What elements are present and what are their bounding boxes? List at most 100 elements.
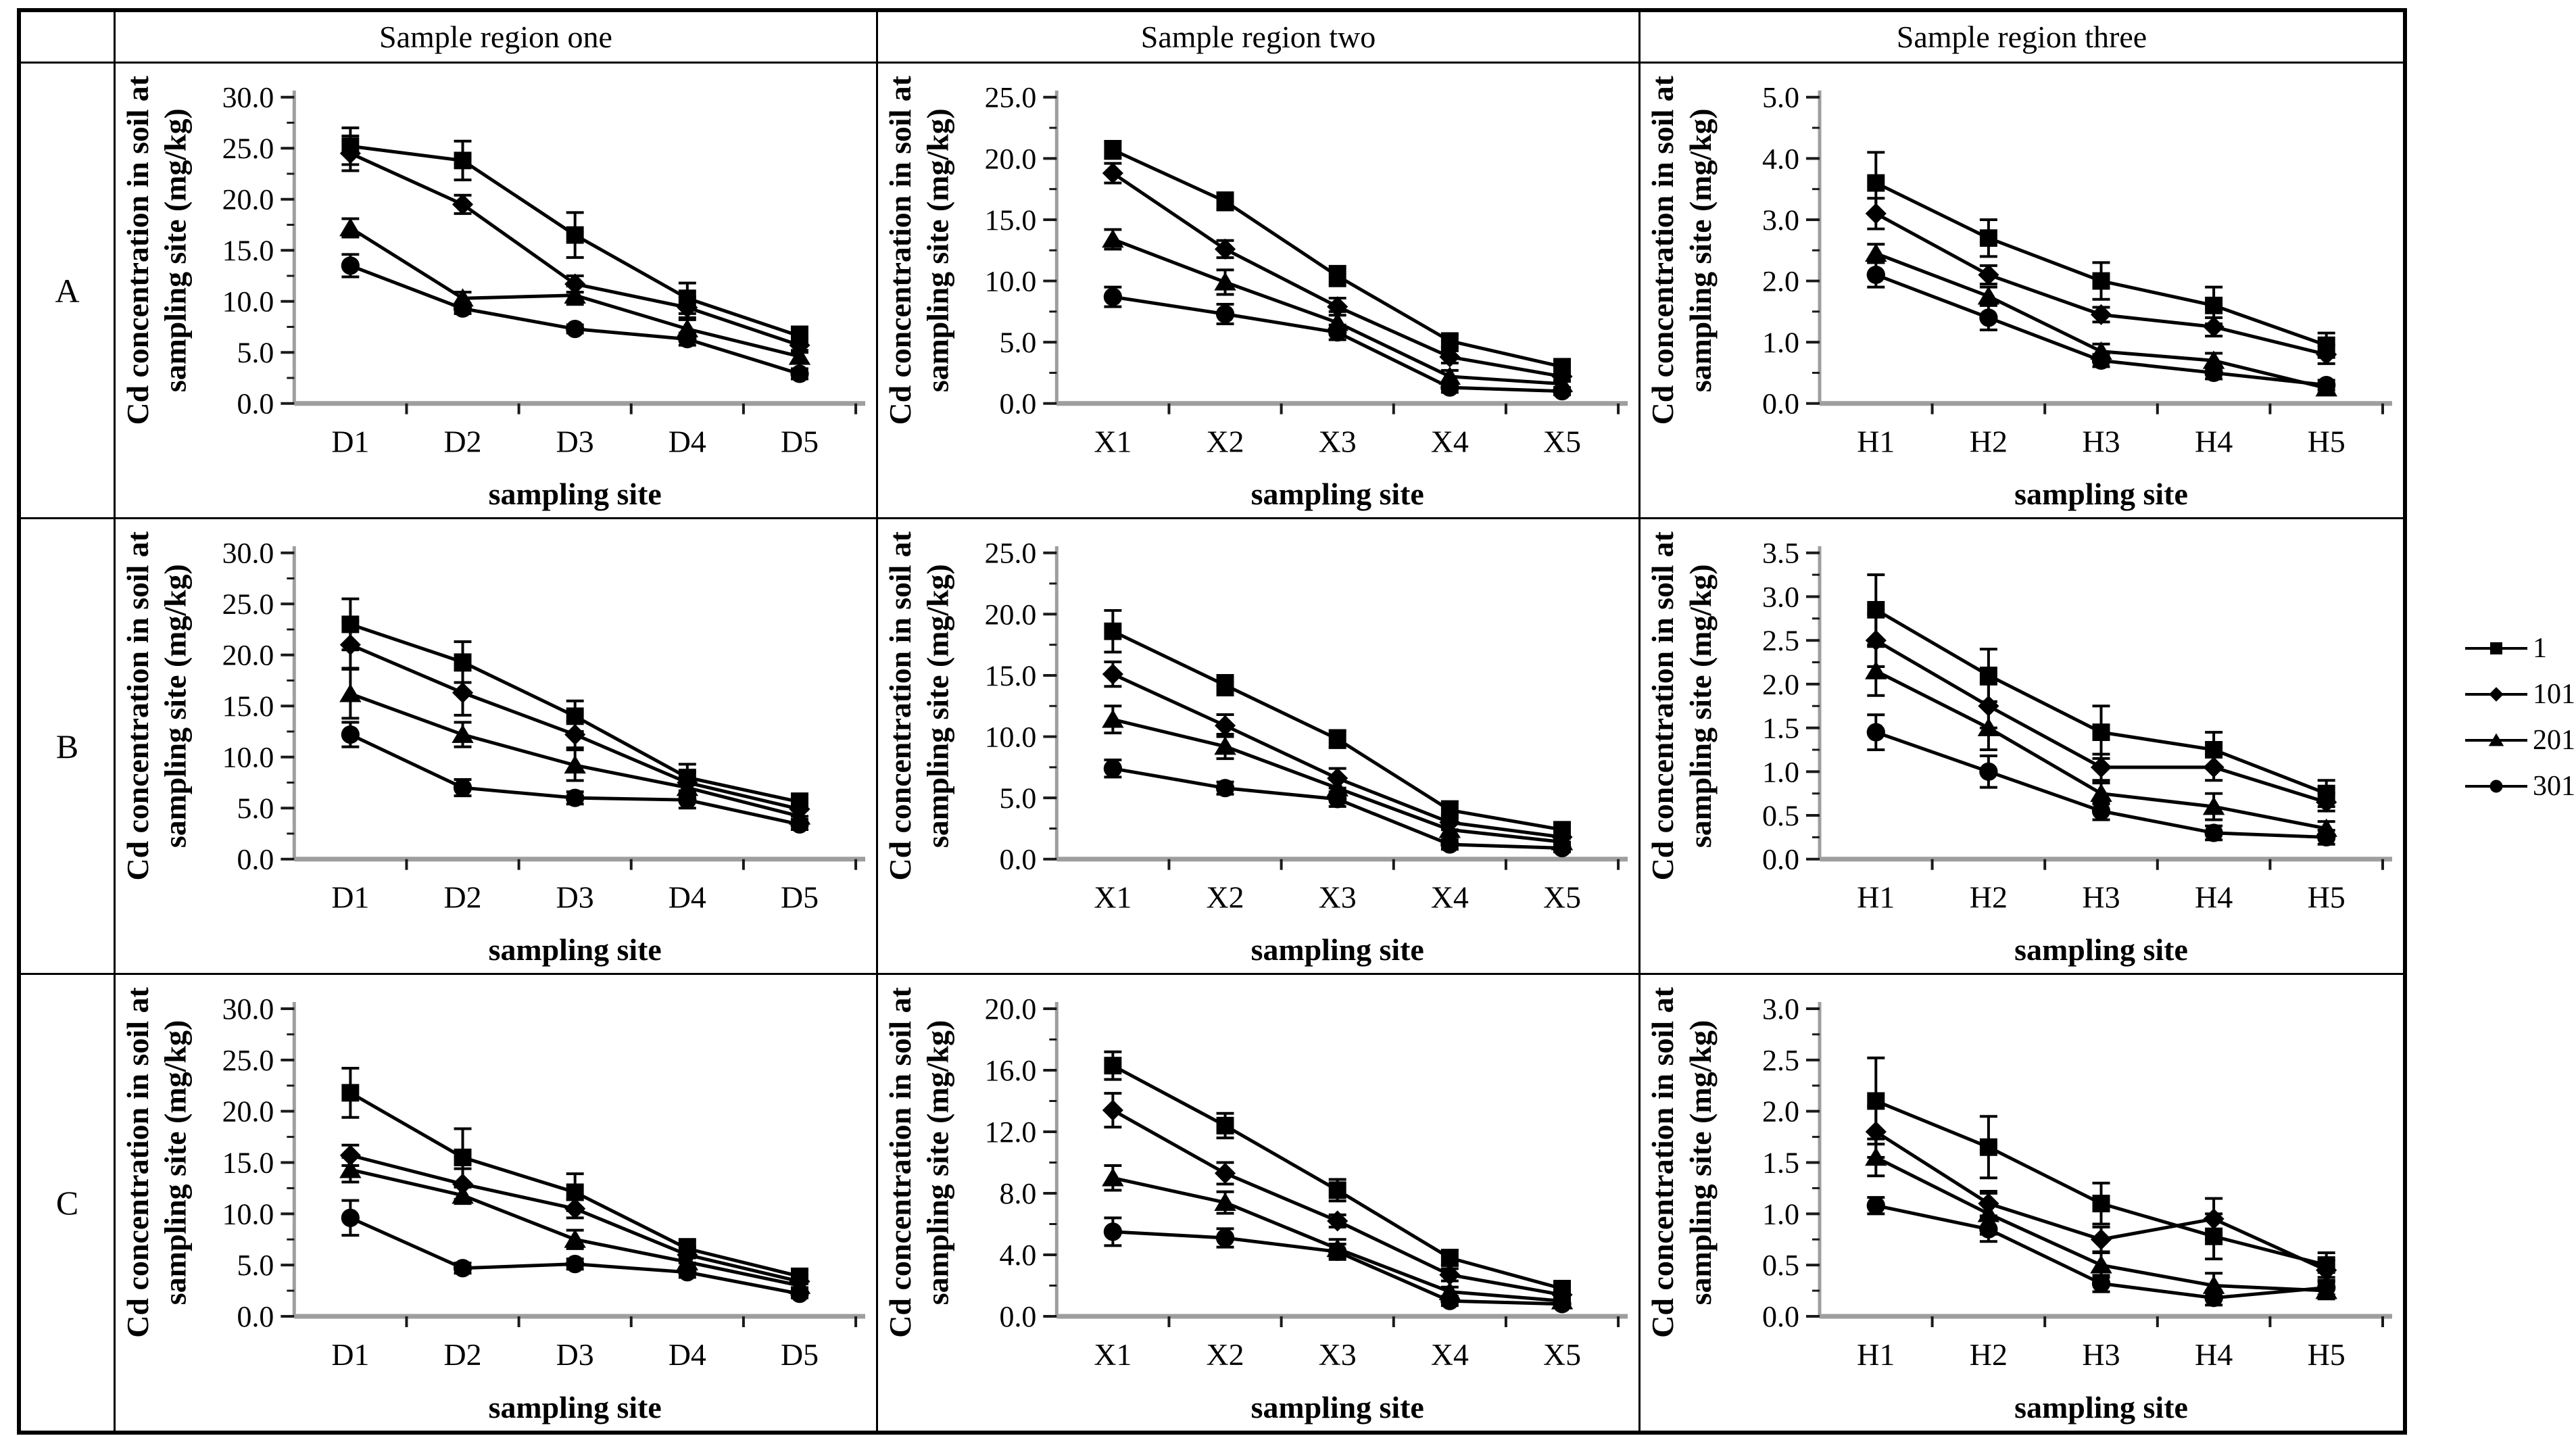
svg-text:0.0: 0.0 — [1000, 844, 1037, 876]
svg-text:0.5: 0.5 — [1762, 1249, 1799, 1282]
svg-text:0.0: 0.0 — [1000, 1300, 1037, 1333]
svg-text:10.0: 10.0 — [222, 286, 274, 318]
svg-text:sampling site (mg/kg): sampling site (mg/kg) — [921, 564, 955, 848]
svg-text:D5: D5 — [781, 424, 819, 458]
svg-text:Cd concentration in soil at: Cd concentration in soil at — [1645, 986, 1680, 1337]
svg-text:H4: H4 — [2195, 880, 2233, 915]
svg-text:15.0: 15.0 — [222, 690, 274, 723]
svg-text:10.0: 10.0 — [222, 742, 274, 774]
svg-text:H1: H1 — [1857, 880, 1895, 915]
svg-text:H2: H2 — [1970, 425, 2008, 459]
chart-cell-A2: 0.0 5.0 10.0 15.0 20.0 25.0 X1 X2 X3 X4 X5 sampling… — [878, 64, 1641, 519]
svg-text:X2: X2 — [1207, 1337, 1244, 1372]
svg-text:25.0: 25.0 — [222, 133, 274, 165]
chart-cell-B2: 0.0 5.0 10.0 15.0 20.0 25.0 X1 X2 X3 X4 X5 sampling… — [878, 519, 1641, 975]
svg-text:X1: X1 — [1094, 1337, 1132, 1372]
svg-text:H1: H1 — [1857, 425, 1895, 459]
svg-text:Cd concentration in soil at: Cd concentration in soil at — [120, 531, 155, 880]
svg-text:Cd concentration in soil at: Cd concentration in soil at — [883, 987, 917, 1338]
svg-text:H2: H2 — [1970, 1337, 2008, 1372]
svg-text:0.0: 0.0 — [1762, 388, 1799, 421]
svg-text:0.0: 0.0 — [237, 1300, 274, 1333]
svg-text:X4: X4 — [1431, 1337, 1469, 1372]
svg-text:sampling site (mg/kg): sampling site (mg/kg) — [1683, 108, 1718, 392]
chart-C-region-three: 0.0 0.5 1.0 1.5 2.0 2.5 3.0 H1 H2 H3 H4 H5 sampling … — [1645, 986, 2392, 1425]
svg-text:H1: H1 — [1857, 1337, 1895, 1372]
svg-text:25.0: 25.0 — [222, 1044, 274, 1077]
svg-text:X2: X2 — [1206, 880, 1244, 914]
svg-text:5.0: 5.0 — [1762, 82, 1799, 114]
square-marker-icon — [2465, 642, 2527, 654]
corner-cell — [21, 12, 116, 64]
svg-text:X3: X3 — [1319, 1337, 1357, 1372]
svg-text:X4: X4 — [1431, 880, 1469, 914]
svg-text:1.5: 1.5 — [1762, 713, 1799, 745]
svg-text:sampling site (mg/kg): sampling site (mg/kg) — [158, 564, 193, 848]
svg-text:2.0: 2.0 — [1762, 1095, 1799, 1128]
svg-text:H3: H3 — [2082, 880, 2120, 915]
svg-text:H5: H5 — [2308, 1337, 2346, 1372]
legend-item-label: 201 — [2533, 725, 2575, 756]
svg-text:5.0: 5.0 — [237, 792, 274, 825]
svg-text:X5: X5 — [1543, 880, 1581, 914]
svg-text:0.0: 0.0 — [237, 388, 274, 421]
svg-text:Cd concentration in soil at: Cd concentration in soil at — [1645, 75, 1680, 425]
svg-text:12.0: 12.0 — [985, 1116, 1037, 1149]
svg-text:D1: D1 — [331, 1337, 369, 1372]
svg-text:X5: X5 — [1543, 1337, 1581, 1372]
legend-item-label: 101 — [2533, 679, 2575, 710]
legend-item-label: 1 — [2533, 633, 2547, 664]
svg-text:10.0: 10.0 — [985, 721, 1037, 754]
chart-cell-A1: 0.0 5.0 10.0 15.0 20.0 25.0 30.0 D1 D2 D3 D4 D5 samp… — [116, 64, 878, 519]
legend-item-101: 101 — [2464, 679, 2575, 710]
row-label-C: C — [21, 975, 116, 1431]
svg-text:1.0: 1.0 — [1762, 1197, 1799, 1230]
svg-text:sampling site: sampling site — [489, 932, 662, 967]
svg-text:sampling site (mg/kg): sampling site (mg/kg) — [1683, 564, 1718, 848]
svg-text:0.0: 0.0 — [1762, 1300, 1799, 1333]
svg-text:0.0: 0.0 — [1762, 844, 1799, 876]
legend: 1 101 201 301 — [2464, 633, 2575, 802]
triangle-marker-icon — [2465, 733, 2527, 746]
svg-text:3.5: 3.5 — [1762, 537, 1799, 570]
svg-text:sampling site: sampling site — [1251, 932, 1424, 967]
svg-text:2.0: 2.0 — [1762, 669, 1799, 701]
chart-B-region-one: 0.0 5.0 10.0 15.0 20.0 25.0 30.0 D1 D2 D3 D4 D5 samp… — [120, 531, 866, 967]
svg-text:Cd concentration in soil at: Cd concentration in soil at — [120, 987, 155, 1338]
svg-text:0.0: 0.0 — [237, 844, 274, 876]
svg-text:X3: X3 — [1319, 880, 1357, 914]
legend-item-1: 1 — [2464, 633, 2575, 664]
svg-text:sampling site (mg/kg): sampling site (mg/kg) — [921, 108, 955, 392]
chart-A-region-one: 0.0 5.0 10.0 15.0 20.0 25.0 30.0 D1 D2 D3 D4 D5 samp… — [120, 75, 866, 511]
svg-text:30.0: 30.0 — [222, 537, 274, 570]
svg-text:30.0: 30.0 — [222, 82, 274, 114]
svg-text:D3: D3 — [556, 424, 594, 458]
circle-marker-icon — [2465, 780, 2527, 793]
figure-table: Sample region one Sample region two Samp… — [17, 8, 2407, 1435]
legend-item-201: 201 — [2464, 725, 2575, 756]
svg-text:3.0: 3.0 — [1762, 992, 1799, 1026]
chart-cell-B3: 0.0 0.5 1.0 1.5 2.0 2.5 3.0 3.5 H1 H2 H3 H4 H5 sampli… — [1641, 519, 2403, 975]
svg-text:2.0: 2.0 — [1762, 266, 1799, 298]
svg-text:16.0: 16.0 — [985, 1054, 1037, 1087]
svg-text:D2: D2 — [444, 1337, 482, 1372]
svg-text:1.5: 1.5 — [1762, 1147, 1799, 1180]
svg-text:H2: H2 — [1970, 880, 2008, 915]
svg-text:20.0: 20.0 — [222, 1095, 274, 1128]
svg-text:D2: D2 — [443, 880, 481, 914]
svg-text:H3: H3 — [2082, 425, 2120, 459]
svg-text:D2: D2 — [443, 424, 481, 458]
svg-text:3.0: 3.0 — [1762, 204, 1799, 237]
svg-text:Cd concentration in soil at: Cd concentration in soil at — [1645, 531, 1680, 880]
svg-text:15.0: 15.0 — [222, 235, 274, 267]
svg-text:D4: D4 — [669, 880, 706, 914]
svg-text:5.0: 5.0 — [237, 1249, 274, 1282]
svg-text:10.0: 10.0 — [222, 1197, 274, 1230]
chart-B-region-three: 0.0 0.5 1.0 1.5 2.0 2.5 3.0 3.5 H1 H2 H3 H4 H5 sampli… — [1645, 531, 2392, 967]
svg-text:X3: X3 — [1319, 424, 1357, 458]
svg-text:X2: X2 — [1206, 424, 1244, 458]
chart-cell-C2: 0.0 4.0 8.0 12.0 16.0 20.0 X1 X2 X3 X4 X5 sampling … — [878, 975, 1641, 1431]
svg-text:5.0: 5.0 — [1000, 782, 1037, 815]
svg-text:20.0: 20.0 — [222, 184, 274, 216]
